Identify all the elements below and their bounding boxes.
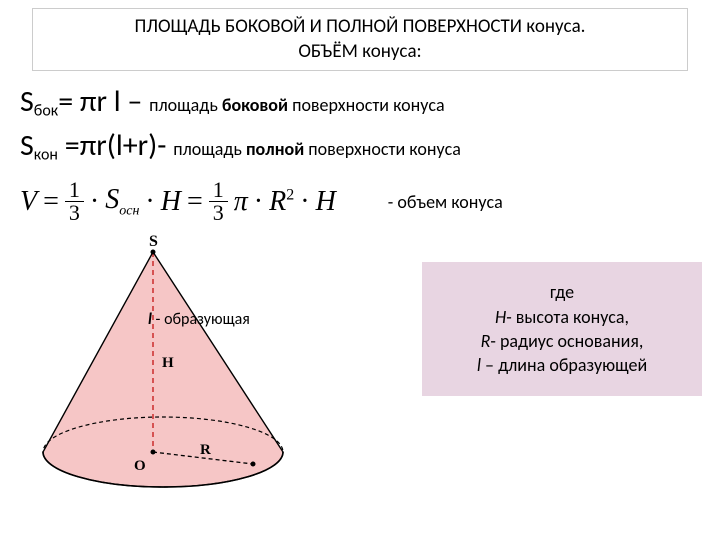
- r2-sup: 2: [286, 187, 294, 204]
- legend-l-text: – длина образующей: [481, 354, 647, 376]
- frac2-den: 3: [209, 202, 228, 224]
- legend-h: H- высота конуса,: [436, 305, 688, 329]
- formulas-block: Sбок= πr l – площадь боковой поверхности…: [20, 81, 700, 167]
- cone-diagram: S H O R l - образующая: [18, 232, 328, 517]
- label-o: O: [134, 458, 146, 474]
- cone-svg: S H O R: [18, 232, 328, 512]
- dot-3: ·: [254, 186, 263, 218]
- s-bok-expr: = πr l –: [58, 83, 149, 120]
- s-osn: Sосн: [105, 184, 139, 220]
- s-kon-expr: =πr(l+r)-: [58, 127, 173, 164]
- s-kon-sub: кон: [34, 146, 58, 165]
- s-bok-desc-pre: площадь: [149, 94, 222, 116]
- v-sym: V: [20, 186, 37, 218]
- frac1-num: 1: [65, 179, 84, 202]
- legend-where: где: [436, 280, 688, 304]
- legend-h-text: - высота конуса,: [506, 306, 629, 328]
- legend-r-text: - радиус основания,: [490, 330, 643, 352]
- v-eq1: =: [43, 186, 59, 218]
- frac-2: 1 3: [209, 179, 228, 224]
- s-osn-s: S: [105, 184, 119, 215]
- s-bok-sub: бок: [34, 102, 58, 121]
- legend-h-sym: H: [495, 306, 506, 328]
- s-kon-desc-pre: площадь: [173, 138, 246, 160]
- title-line-1: ПЛОЩАДЬ БОКОВОЙ И ПОЛНОЙ ПОВЕРХНОСТИ кон…: [43, 15, 677, 40]
- apex-point: [151, 250, 156, 255]
- frac1-den: 3: [65, 202, 84, 224]
- dot-2: ·: [145, 186, 154, 218]
- s-osn-sub: осн: [119, 204, 139, 219]
- volume-row: V = 1 3 · Sосн · H = 1 3 π · R2 · H - об…: [20, 179, 720, 224]
- label-r: R: [200, 442, 211, 458]
- legend-r: R- радиус основания,: [436, 329, 688, 353]
- h-1: H: [161, 186, 181, 218]
- title-line-2: ОБЪЁМ конуса:: [43, 40, 677, 65]
- lower-section: S H O R l - образующая где H- высота кон…: [0, 232, 720, 517]
- legend-l: l – длина образующей: [436, 353, 688, 377]
- r2-r: R: [269, 186, 286, 217]
- s-bok-symbol: S: [20, 83, 34, 120]
- title-box: ПЛОЩАДЬ БОКОВОЙ И ПОЛНОЙ ПОВЕРХНОСТИ кон…: [32, 8, 688, 71]
- label-h: H: [162, 355, 174, 371]
- s-kon-desc-bold: полной: [246, 138, 304, 160]
- h-2: H: [316, 186, 336, 218]
- slant-text: - образующая: [152, 310, 250, 329]
- pi: π: [234, 186, 248, 218]
- slant-label: l - образующая: [148, 310, 250, 329]
- s-bok-desc-bold: боковой: [222, 94, 288, 116]
- dot-4: ·: [300, 186, 309, 218]
- legend-box: где H- высота конуса, R- радиус основани…: [422, 262, 702, 395]
- label-s: S: [149, 233, 158, 250]
- radius-point: [251, 462, 256, 467]
- formula-s-kon: Sкон =πr(l+r)- площадь полной поверхност…: [20, 125, 700, 167]
- volume-desc: - объем конуса: [388, 191, 503, 213]
- volume-formula: V = 1 3 · Sосн · H = 1 3 π · R2 · H: [20, 179, 336, 224]
- frac2-num: 1: [209, 179, 228, 202]
- s-kon-desc-post: поверхности конуса: [304, 138, 461, 160]
- center-point: [151, 450, 156, 455]
- legend-r-sym: R: [481, 330, 491, 352]
- frac-1: 1 3: [65, 179, 84, 224]
- dot-1: ·: [90, 186, 99, 218]
- formula-s-bok: Sбок= πr l – площадь боковой поверхности…: [20, 81, 700, 123]
- s-kon-symbol: S: [20, 127, 34, 164]
- r2: R2: [269, 186, 294, 218]
- s-bok-desc-post: поверхности конуса: [288, 94, 445, 116]
- v-eq2: =: [187, 186, 203, 218]
